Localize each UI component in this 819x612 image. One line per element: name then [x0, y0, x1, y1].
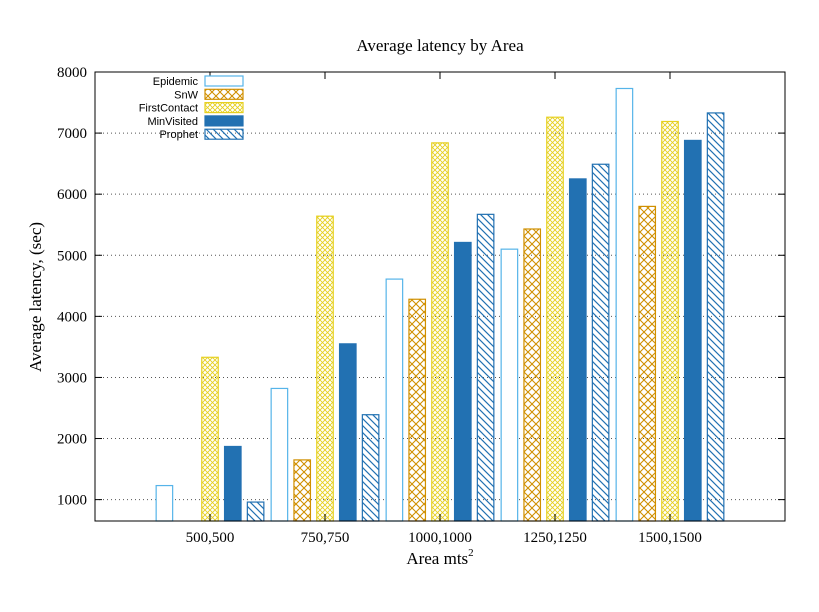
legend-swatch-firstcontact [204, 101, 244, 114]
bar-firstcontact-1000-1000 [431, 142, 449, 522]
y-tick-label-2000: 2000 [57, 432, 87, 448]
y-tick-label-5000: 5000 [57, 248, 87, 264]
bar-epidemic-500-500 [155, 484, 174, 522]
x-axis-label-superscript: 2 [468, 547, 474, 559]
y-tick-label-8000: 8000 [57, 65, 87, 81]
y-tick-label-1000: 1000 [57, 493, 87, 509]
bar-firstcontact-750-750 [316, 215, 334, 522]
bar-minvisited-1500-1500 [683, 139, 702, 522]
legend-label-snw: SnW [174, 89, 198, 101]
y-axis-label: Average latency, (sec) [26, 222, 45, 372]
x-axis-label-text: Area mts [406, 549, 468, 568]
bar-snw-1250-1250 [523, 228, 542, 522]
x-tick-label-750-750: 750,750 [301, 530, 350, 546]
y-tick-label-6000: 6000 [57, 187, 87, 203]
bar-minvisited-500-500 [223, 445, 242, 522]
legend-swatch-epidemic [204, 75, 244, 87]
y-tick-label-7000: 7000 [57, 126, 87, 142]
x-tick-label-1000-1000: 1000,1000 [408, 530, 472, 546]
axis-ticks: 1000 2000 3000 4000 5000 6000 7000 8000 500,500 7… [57, 65, 785, 546]
legend-label-minvisited: MinVisited [147, 116, 198, 128]
bar-prophet-1500-1500 [706, 112, 725, 522]
bars [155, 87, 725, 522]
x-axis-label: Area mts2 [406, 547, 473, 568]
bar-minvisited-750-750 [338, 343, 357, 522]
bar-firstcontact-500-500 [201, 356, 219, 522]
y-tick-label-3000: 3000 [57, 370, 87, 386]
bar-epidemic-1250-1250 [500, 248, 519, 522]
bar-prophet-1000-1000 [476, 213, 495, 522]
plot-frame [94, 71, 786, 522]
legend-swatch-snw [204, 88, 244, 100]
x-tick-label-1250-1250: 1250,1250 [523, 530, 587, 546]
bar-minvisited-1250-1250 [568, 178, 587, 522]
legend-swatch-minvisited [204, 115, 244, 127]
bar-firstcontact-1250-1250 [546, 116, 564, 522]
legend-label-firstcontact: FirstContact [139, 103, 198, 115]
bar-snw-750-750 [293, 459, 312, 522]
bar-prophet-750-750 [361, 414, 380, 522]
legend-label-prophet: Prophet [159, 129, 198, 141]
x-tick-label-500-500: 500,500 [186, 530, 235, 546]
legend-swatch-prophet [204, 128, 244, 140]
bar-snw-1500-1500 [638, 205, 657, 522]
bar-epidemic-750-750 [270, 387, 289, 522]
bar-firstcontact-1500-1500 [661, 120, 679, 522]
y-tick-label-4000: 4000 [57, 309, 87, 325]
bar-epidemic-1500-1500 [615, 87, 634, 522]
legend-label-epidemic: Epidemic [153, 76, 199, 88]
bar-prophet-1250-1250 [591, 163, 610, 522]
bar-minvisited-1000-1000 [453, 241, 472, 522]
bar-prophet-500-500 [246, 501, 265, 522]
bar-snw-1000-1000 [408, 298, 427, 522]
chart-title: Average latency by Area [356, 36, 524, 55]
x-tick-label-1500-1500: 1500,1500 [638, 530, 702, 546]
bar-epidemic-1000-1000 [385, 278, 404, 522]
